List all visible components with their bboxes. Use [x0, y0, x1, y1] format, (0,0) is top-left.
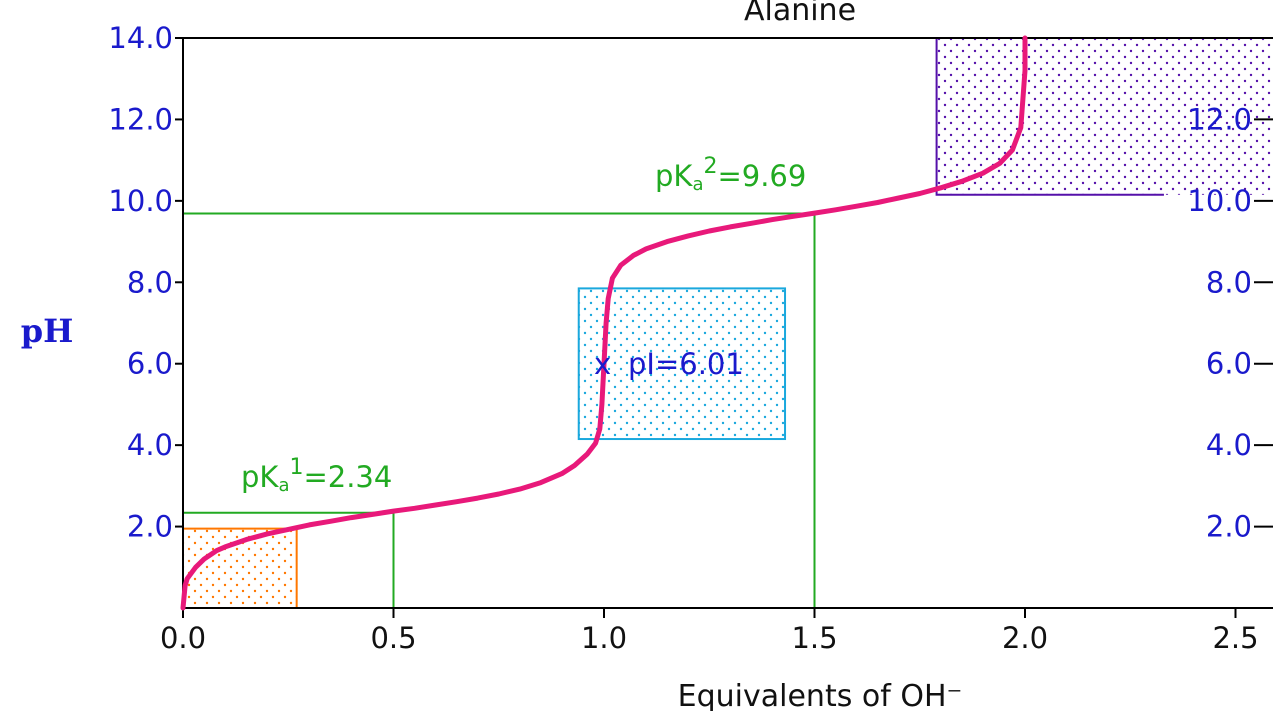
x-tick-label: 1.5 — [791, 621, 837, 655]
region-mid-border — [577, 287, 787, 441]
x-tick-label: 0.5 — [370, 621, 416, 655]
y-tick-label-right: 2.0 — [1206, 510, 1252, 544]
y-tick-label-right: 12.0 — [1187, 102, 1252, 136]
y-ticks-left: 2.0 4.0 6.0 8.0 10.0 12.0 14.0 — [108, 21, 183, 544]
pka2-label: pKa2=9.69 — [655, 154, 806, 195]
highlight-regions — [183, 38, 1273, 608]
pka-guide-lines — [183, 212, 816, 608]
y-tick-label-right: 8.0 — [1206, 265, 1252, 299]
pka2-main: pK — [655, 159, 693, 193]
series-line — [180, 35, 1028, 611]
x-tick-label: 2.5 — [1212, 621, 1258, 655]
pka2-value: =9.69 — [717, 159, 806, 193]
pi-label: pI=6.01 — [628, 347, 744, 381]
y-axis-label: pH — [21, 312, 74, 350]
x-tick-label: 0.0 — [160, 621, 206, 655]
region-high-border — [935, 38, 1164, 196]
y-tick-label-right: 6.0 — [1206, 347, 1252, 381]
y-tick-label-left: 12.0 — [108, 102, 173, 136]
y-tick-label-left: 4.0 — [127, 428, 173, 462]
y-tick-label-left: 10.0 — [108, 184, 173, 218]
pka1-value: =2.34 — [303, 460, 392, 494]
y-tick-label-left: 8.0 — [127, 265, 173, 299]
pka1-sup: 1 — [289, 455, 303, 480]
y-tick-label-left: 6.0 — [127, 347, 173, 381]
y-tick-label-right: 4.0 — [1206, 428, 1252, 462]
x-ticks: 0.0 0.5 1.0 1.5 2.0 2.5 — [160, 608, 1259, 655]
pka1-label: pKa1=2.34 — [241, 455, 392, 496]
x-tick-label: 2.0 — [1002, 621, 1048, 655]
pka2-sup: 2 — [703, 154, 717, 179]
region-mid — [578, 288, 786, 440]
chart-title: Alanine — [744, 0, 856, 28]
annotation-labels: pKa1=2.34 pKa2=9.69 x pI=6.01 — [241, 154, 806, 496]
pka2-sub: a — [692, 174, 703, 195]
pka1-main: pK — [241, 460, 279, 494]
x-axis-label: Equivalents of OH⁻ — [678, 679, 963, 711]
y-tick-label-left: 14.0 — [108, 21, 173, 55]
pi-marker: x — [594, 347, 611, 381]
x-tick-label: 1.0 — [581, 621, 627, 655]
y-tick-label-left: 2.0 — [127, 510, 173, 544]
y-tick-label-right: 10.0 — [1187, 184, 1252, 218]
pka1-sub: a — [278, 475, 289, 496]
axes — [182, 37, 1273, 609]
y-ticks-right: 2.0 4.0 6.0 8.0 10.0 12.0 — [1187, 102, 1273, 544]
